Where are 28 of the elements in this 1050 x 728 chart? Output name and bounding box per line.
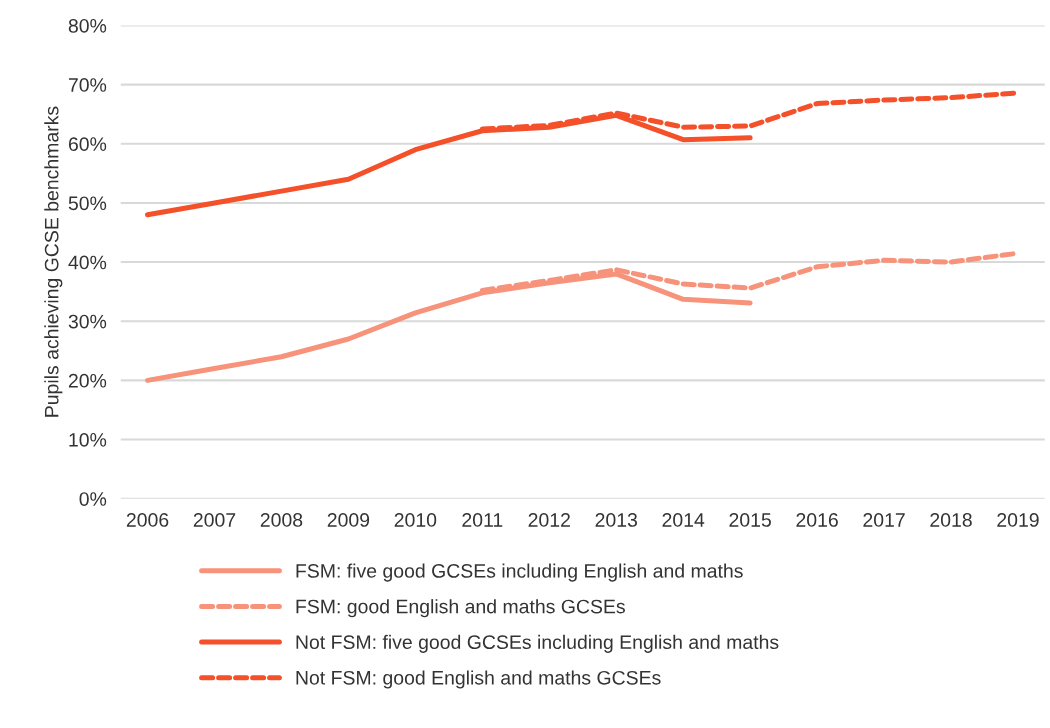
y-tick-label: 80% — [68, 18, 107, 33]
x-tick-label: 2016 — [796, 513, 838, 527]
x-tick-label: 2008 — [260, 513, 303, 527]
x-tick-label: 2011 — [462, 513, 503, 527]
x-tick-label: 2018 — [930, 513, 972, 527]
x-tick-label: 2017 — [863, 513, 905, 527]
x-tick-label: 2007 — [193, 513, 236, 527]
y-tick-label: 70% — [68, 78, 107, 92]
x-tick-label: 2013 — [595, 513, 637, 527]
x-tick-label: 2009 — [327, 513, 370, 527]
x-tick-label: 2014 — [662, 513, 705, 527]
y-tick-label: 40% — [68, 255, 107, 270]
y-tick-label: 60% — [68, 137, 107, 152]
legend-label: Not FSM: five good GCSEs including English and maths — [296, 634, 779, 653]
y-tick-label: 20% — [68, 373, 107, 388]
x-tick-label: 2010 — [394, 513, 437, 527]
y-axis-title: Pupils achieving GCSE benchmarks — [44, 106, 63, 417]
x-tick-label: 2006 — [126, 513, 169, 527]
y-tick-label: 10% — [69, 433, 107, 447]
y-tick-label: 50% — [68, 196, 107, 211]
x-tick-label: 2012 — [528, 513, 570, 527]
y-tick-label: 0% — [79, 492, 107, 506]
legend-label: FSM: good English and maths GCSEs — [296, 599, 625, 618]
y-tick-label: 30% — [68, 314, 107, 329]
legend-label: FSM: five good GCSEs including English and maths — [296, 563, 743, 582]
x-tick-label: 2019 — [997, 513, 1039, 527]
x-tick-label: 2015 — [729, 513, 771, 527]
legend-label: Not FSM: good English and maths GCSEs — [296, 670, 661, 689]
